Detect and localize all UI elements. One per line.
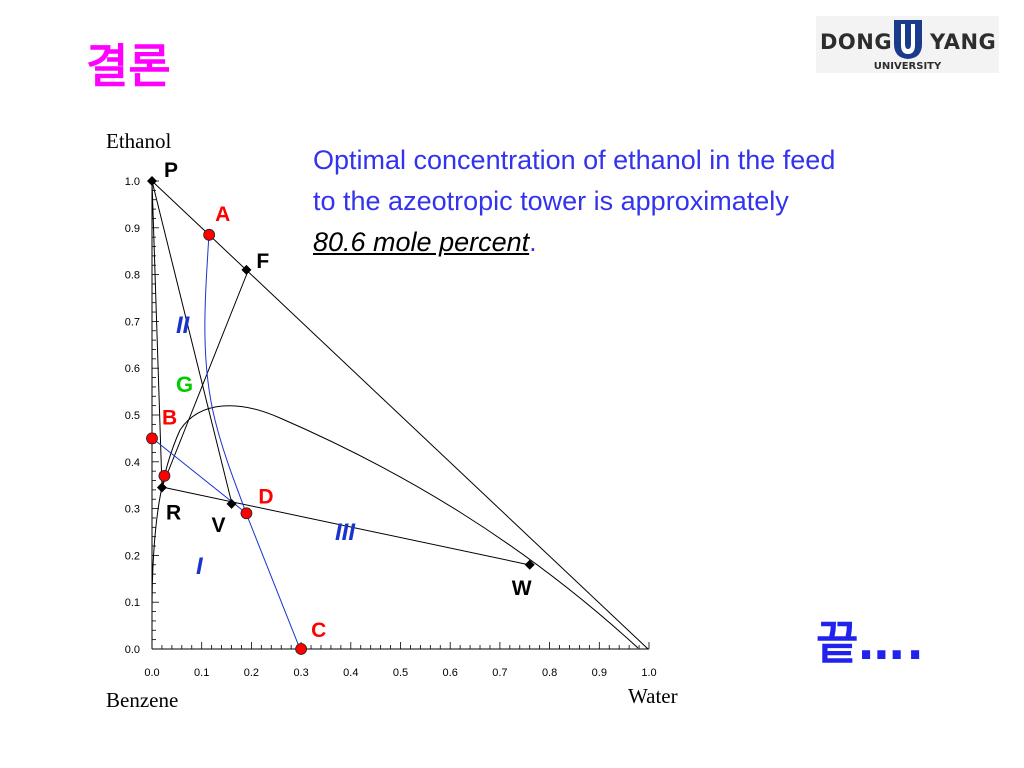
blue-line-D-C [245, 512, 301, 650]
tie-line-R-W [161, 486, 531, 566]
ending-word: 끝 [816, 616, 859, 670]
logo-shield-icon [894, 20, 922, 59]
y-tick-label: 0.9 [125, 223, 140, 235]
point-label-F: F [256, 250, 269, 273]
point-R-diamond [156, 482, 167, 493]
region-label-III: III [335, 519, 356, 546]
x-tick-label: 0.2 [244, 667, 259, 679]
diagram-text: Ethanol Benzene Water II G III I [106, 129, 678, 712]
point-V-diamond [226, 498, 237, 509]
logo-right-word: YANG [930, 30, 997, 54]
point-label-V: V [212, 514, 226, 537]
y-tick-label: 0.7 [125, 316, 140, 328]
x-tick-label: 0.4 [343, 667, 358, 679]
point-marker-dot [158, 469, 171, 482]
point-B-dot [146, 432, 158, 445]
point-W-diamond [524, 559, 535, 570]
tie-line-P-R [151, 180, 163, 488]
blue-curve-A-D [204, 233, 247, 514]
logo-subtitle: UNIVERSITY [873, 61, 942, 72]
slide-title: 결론 [86, 39, 171, 93]
diagram-axes: 0.0 0.1 0.2 0.3 0.4 0.5 0.6 0.7 0.8 0.9 1.0 0.0 0.1 0… [125, 176, 657, 679]
x-tick-label: 0.8 [542, 667, 557, 679]
logo-left-word: DONG [820, 30, 893, 54]
y-tick-label: 0.4 [125, 457, 140, 469]
point-label-A: A [215, 203, 230, 226]
conclusion-line-2: to the azeotropic tower is approximately [313, 186, 789, 216]
point-D-dot [240, 507, 253, 520]
hypotenuse-line [151, 180, 649, 650]
x-tick-label: 0.9 [592, 667, 607, 679]
point-F-diamond [241, 264, 252, 275]
y-tick-label: 0.3 [125, 504, 140, 516]
x-tick-label: 0.1 [194, 667, 209, 679]
binodal-curve [151, 405, 639, 649]
corner-label-bottom-right: Water [628, 684, 678, 708]
conclusion-text: Optimal concentration of ethanol in the … [313, 140, 1003, 263]
conclusion-period: . [529, 227, 537, 257]
point-label-B: B [162, 406, 177, 429]
conclusion-line-1: Optimal concentration of ethanol in the … [313, 145, 836, 175]
y-tick-label: 0.6 [125, 363, 140, 375]
conclusion-value: 80.6 mole percent [313, 227, 530, 257]
y-tick-label: 0.2 [125, 550, 140, 562]
point-C-dot [295, 643, 308, 655]
y-tick-label: 1.0 [125, 176, 140, 188]
point-label-P: P [164, 159, 178, 182]
diagram-points: P F R V W A B D C [146, 159, 535, 655]
corner-label-top: Ethanol [106, 129, 171, 153]
tie-line-F-R [161, 270, 249, 488]
point-A-dot [203, 228, 216, 241]
y-tick-label: 0.0 [125, 644, 140, 656]
diagram-curves [151, 180, 649, 650]
point-label-D: D [258, 485, 273, 508]
point-label-W: W [512, 577, 532, 600]
x-tick-label: 1.0 [641, 667, 656, 679]
tie-line-P-V [151, 180, 233, 505]
point-label-C: C [311, 619, 326, 642]
region-label-II: II [176, 312, 191, 339]
ending-dots: …. [858, 616, 926, 670]
y-tick-label: 0.1 [125, 597, 140, 609]
region-label-I: I [196, 553, 204, 580]
x-tick-label: 0.0 [144, 667, 159, 679]
region-label-G: G [176, 372, 193, 397]
y-tick-label: 0.5 [125, 410, 140, 422]
corner-label-bottom-left: Benzene [106, 688, 178, 712]
x-tick-label: 0.6 [443, 667, 458, 679]
x-tick-label: 0.3 [293, 667, 308, 679]
y-tick-label: 0.8 [125, 270, 140, 282]
ending-text: 끝…. [816, 607, 926, 673]
x-tick-label: 0.7 [492, 667, 507, 679]
university-logo: DONG YANG UNIVERSITY [816, 16, 999, 73]
x-tick-label: 0.5 [393, 667, 408, 679]
point-label-R: R [166, 502, 181, 525]
point-P-diamond [147, 176, 157, 186]
